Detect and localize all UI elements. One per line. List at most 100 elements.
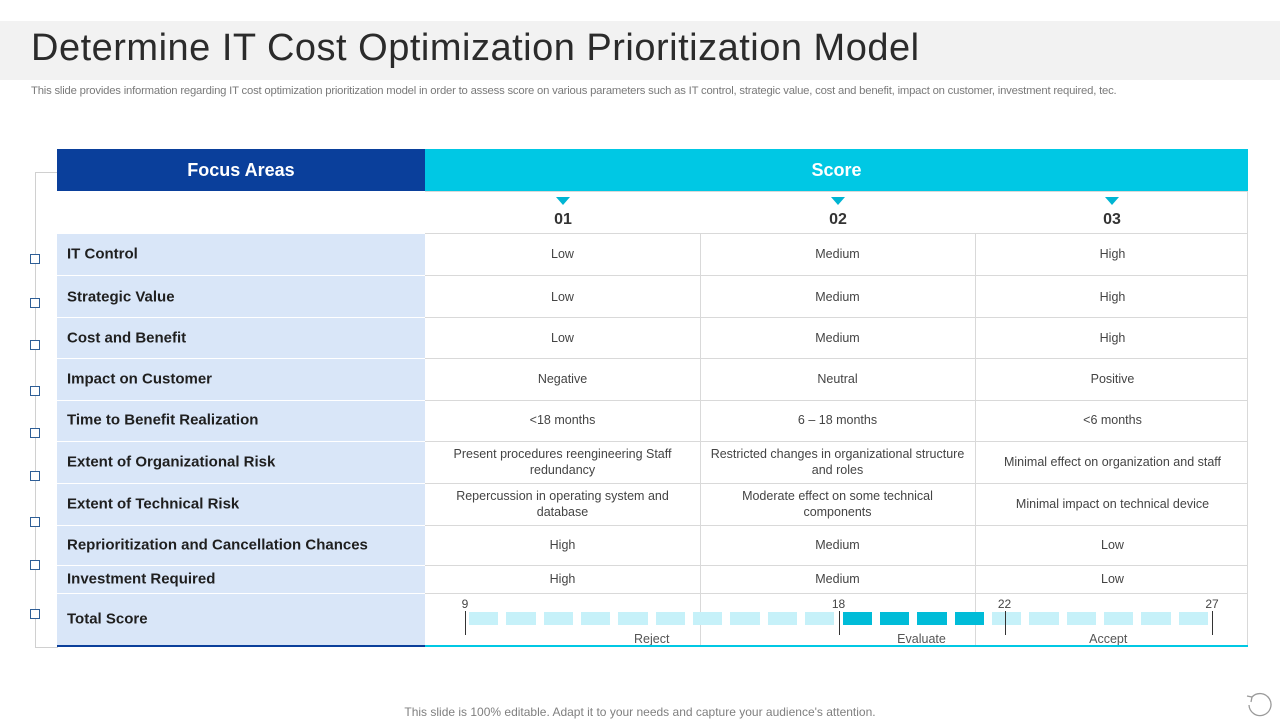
row-divider bbox=[425, 593, 1248, 594]
focus-area-label: Strategic Value bbox=[67, 288, 175, 306]
score-segment bbox=[543, 612, 574, 625]
column-number: 01 bbox=[554, 211, 572, 228]
row-divider bbox=[425, 525, 1248, 526]
row-divider-left bbox=[57, 525, 425, 526]
row-divider bbox=[425, 483, 1248, 484]
bullet-square-icon bbox=[30, 340, 40, 350]
focus-areas-column bbox=[57, 233, 425, 646]
slide-title: Determine IT Cost Optimization Prioritiz… bbox=[31, 27, 920, 69]
slide-footer: This slide is 100% editable. Adapt it to… bbox=[404, 705, 876, 719]
score-segment-highlight bbox=[954, 612, 984, 625]
table-bottom-line-left bbox=[57, 645, 425, 647]
header-divider bbox=[425, 191, 1248, 192]
refresh-icon bbox=[1244, 690, 1274, 720]
bullet-square-icon bbox=[30, 428, 40, 438]
bullet-square-icon bbox=[30, 298, 40, 308]
score-segment bbox=[1066, 612, 1096, 625]
scale-tick-label: 27 bbox=[1205, 597, 1219, 611]
score-cell: Low bbox=[1101, 538, 1124, 552]
bullet-square-icon bbox=[30, 471, 40, 481]
focus-area-label: Cost and Benefit bbox=[67, 329, 187, 347]
scale-zone-label: Evaluate bbox=[897, 632, 946, 646]
row-divider-left bbox=[57, 358, 425, 359]
score-cell: Medium bbox=[815, 290, 860, 304]
score-cell: Medium bbox=[815, 247, 860, 261]
score-cell: Medium bbox=[815, 538, 860, 552]
score-cell: Restricted changes in organizational str… bbox=[710, 447, 965, 477]
bracket-decoration bbox=[35, 172, 58, 648]
score-segment bbox=[655, 612, 686, 625]
score-segment-highlight bbox=[842, 612, 872, 625]
row-divider bbox=[425, 275, 1248, 276]
scale-zone-label: Accept bbox=[1089, 632, 1128, 646]
score-cell: Minimal effect on organization and staff bbox=[1003, 455, 1222, 469]
score-segment bbox=[618, 612, 648, 625]
row-divider-left bbox=[57, 317, 425, 318]
column-marker-icon bbox=[1105, 197, 1119, 205]
score-cell: Low bbox=[551, 331, 574, 345]
focus-area-label: Extent of Organizational Risk bbox=[67, 453, 276, 471]
score-segment bbox=[581, 612, 611, 625]
slide-subtitle: This slide provides information regardin… bbox=[31, 85, 1117, 97]
focus-areas-header: Focus Areas bbox=[57, 149, 425, 191]
score-cell: Low bbox=[551, 247, 574, 261]
focus-area-label: Time to Benefit Realization bbox=[67, 411, 259, 429]
row-divider-left bbox=[57, 400, 425, 401]
score-segment bbox=[506, 612, 536, 625]
score-segment bbox=[1103, 612, 1134, 625]
score-cell: 6 – 18 months bbox=[797, 413, 878, 427]
bullet-square-icon bbox=[30, 386, 40, 396]
bullet-square-icon bbox=[30, 560, 40, 570]
scale-tick bbox=[1004, 611, 1006, 635]
score-cell: Present procedures reengineering Staff r… bbox=[453, 447, 672, 477]
score-header: Score bbox=[425, 149, 1248, 191]
scale-zone-label: Reject bbox=[634, 632, 670, 646]
bullet-square-icon bbox=[30, 254, 40, 264]
row-divider bbox=[425, 358, 1248, 359]
score-cell: High bbox=[549, 538, 576, 552]
score-cell: Negative bbox=[537, 372, 588, 386]
focus-area-label: Extent of Technical Risk bbox=[67, 495, 240, 513]
score-cell: Medium bbox=[815, 331, 860, 345]
score-segment bbox=[1029, 612, 1059, 625]
score-cell: <18 months bbox=[529, 413, 596, 427]
score-cell: High bbox=[1099, 247, 1126, 261]
score-segment-highlight bbox=[917, 612, 947, 625]
scale-tick-label: 22 bbox=[997, 597, 1012, 611]
bullet-square-icon bbox=[30, 609, 40, 619]
row-divider bbox=[425, 317, 1248, 318]
scale-tick bbox=[465, 611, 466, 635]
focus-area-label: Impact on Customer bbox=[67, 370, 213, 388]
row-divider bbox=[425, 441, 1248, 442]
column-marker-icon bbox=[556, 197, 570, 205]
score-segment bbox=[693, 612, 723, 625]
row-divider bbox=[425, 400, 1248, 401]
column-marker-icon bbox=[831, 197, 845, 205]
row-divider bbox=[425, 233, 1248, 234]
focus-area-label: Investment Required bbox=[67, 570, 216, 588]
scale-tick bbox=[1212, 611, 1213, 635]
score-segment-highlight bbox=[879, 612, 910, 625]
scale-tick-label: 18 bbox=[831, 597, 846, 611]
table-bottom-line bbox=[57, 645, 1248, 647]
column-divider bbox=[700, 233, 701, 646]
score-cell: High bbox=[1099, 290, 1126, 304]
row-divider-left bbox=[57, 593, 425, 594]
scale-tick-label: 9 bbox=[461, 597, 469, 611]
scale-tick bbox=[838, 611, 840, 635]
score-cell: High bbox=[1099, 331, 1126, 345]
title-bar bbox=[0, 21, 1280, 80]
score-cell: Medium bbox=[815, 572, 860, 586]
score-cell: High bbox=[549, 572, 576, 586]
score-segment bbox=[730, 612, 760, 625]
score-segment bbox=[991, 612, 1022, 625]
score-cell: Low bbox=[1101, 572, 1124, 586]
score-cell: Low bbox=[551, 290, 574, 304]
score-cell: Repercussion in operating system and dat… bbox=[456, 489, 669, 519]
score-segment bbox=[767, 612, 798, 625]
score-segment bbox=[1178, 612, 1208, 625]
score-cell: Positive bbox=[1090, 372, 1135, 386]
score-segment bbox=[469, 612, 499, 625]
focus-area-label: IT Control bbox=[67, 245, 138, 263]
score-cell: <6 months bbox=[1083, 413, 1142, 427]
